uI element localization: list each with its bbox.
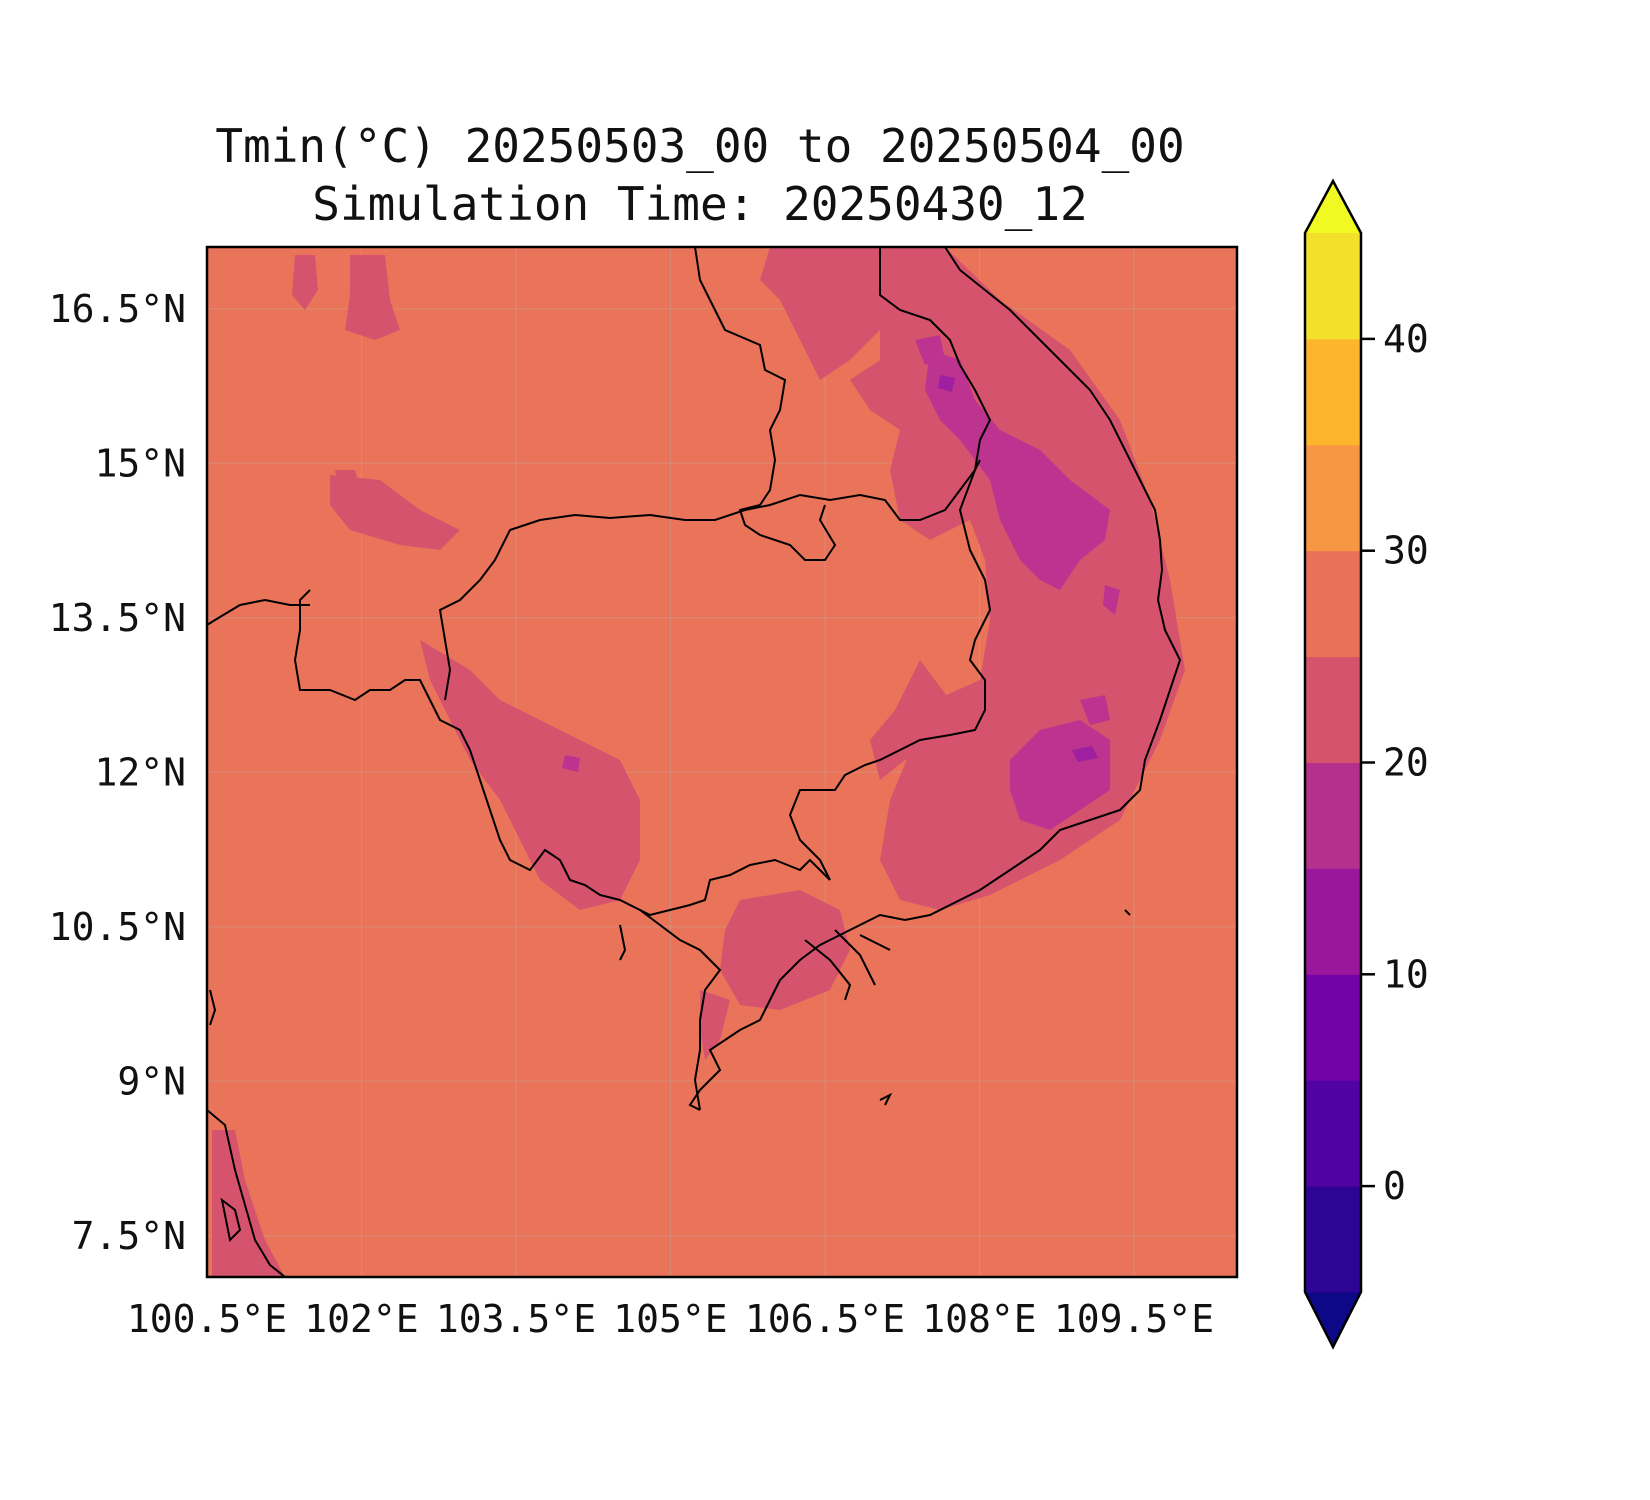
x-axis-ticks: 100.5°E 102°E 103.5°E 105°E 106.5°E 108°E 109.…	[127, 1297, 1214, 1341]
x-tick-label: 103.5°E	[436, 1297, 596, 1341]
colorbar-segment	[1305, 974, 1361, 1081]
colorbar-segment	[1305, 233, 1361, 340]
colorbar-extend-high	[1305, 181, 1361, 233]
y-tick-label: 15°N	[94, 441, 186, 485]
coastlines-and-borders	[207, 247, 1182, 1277]
colorbar-segment	[1305, 550, 1361, 658]
y-tick-label: 10.5°N	[49, 905, 186, 949]
map-subtitle: Simulation Time: 20250430_12	[312, 177, 1088, 231]
y-tick-label: 16.5°N	[49, 287, 186, 331]
colorbar-tick-label: 10	[1383, 952, 1429, 996]
colorbar-tick-label: 20	[1383, 741, 1429, 785]
x-tick-label: 109.5°E	[1054, 1297, 1214, 1341]
x-tick-label: 102°E	[304, 1297, 418, 1341]
x-tick-label: 108°E	[922, 1297, 1036, 1341]
colorbar-segment	[1305, 1186, 1361, 1293]
colorbar-segment	[1305, 762, 1361, 869]
map-title: Tmin(°C) 20250503_00 to 20250504_00	[215, 119, 1185, 173]
y-tick-label: 12°N	[94, 750, 186, 794]
colorbar-outline	[1303, 178, 1363, 1350]
y-axis-ticks: 16.5°N 15°N 13.5°N 12°N 10.5°N 9°N 7.5°N	[49, 287, 186, 1258]
colorbar-extend-low	[1305, 1292, 1361, 1347]
map-frame	[205, 245, 1239, 1279]
map-area	[207, 247, 1237, 1277]
colorbar-tick-label: 30	[1383, 529, 1429, 573]
colorbar-segment	[1305, 1080, 1361, 1187]
y-tick-label: 13.5°N	[49, 596, 186, 640]
colorbar-segment	[1305, 656, 1361, 763]
x-tick-label: 100.5°E	[127, 1297, 287, 1341]
colorbar-tick-label: 40	[1383, 317, 1429, 361]
x-tick-label: 106.5°E	[745, 1297, 905, 1341]
colorbar-segment	[1305, 868, 1361, 975]
colorbar	[1303, 178, 1363, 1350]
colorbar-segment	[1305, 444, 1361, 552]
colorbar-segment	[1305, 338, 1361, 446]
y-tick-label: 7.5°N	[72, 1214, 186, 1258]
y-tick-label: 9°N	[117, 1059, 186, 1103]
band-10-15-regions	[938, 375, 1098, 762]
x-tick-label: 105°E	[613, 1297, 727, 1341]
colorbar-tick-label: 0	[1383, 1164, 1406, 1208]
colorbar-ticks: 0 10 20 30 40	[1361, 317, 1429, 1208]
